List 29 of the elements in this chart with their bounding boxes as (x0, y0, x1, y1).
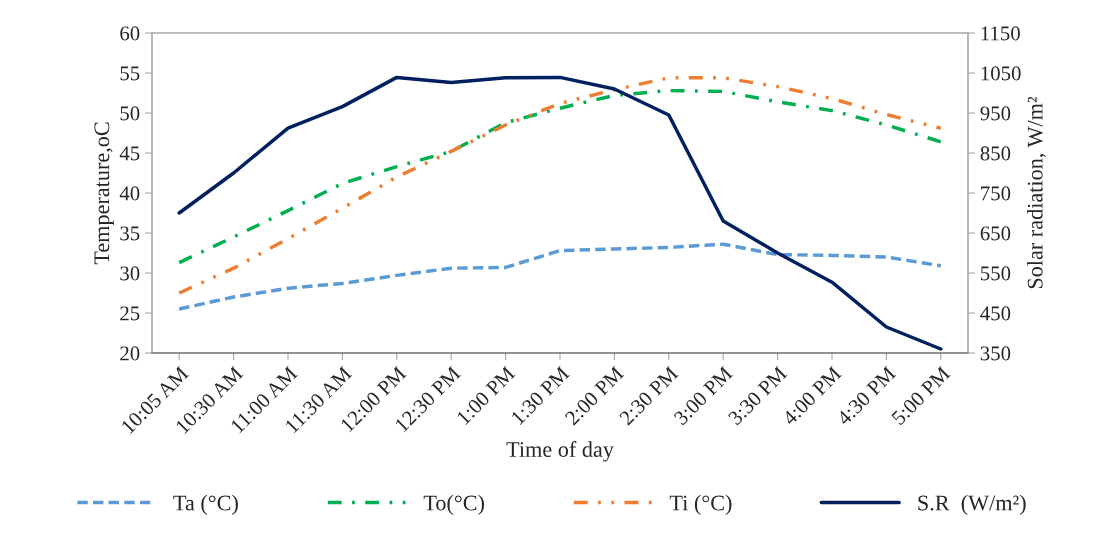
y-tick-label: 55 (120, 66, 140, 81)
y-axis-title: Temperature,oC (94, 122, 114, 265)
x-axis-title: Time of day (506, 441, 614, 462)
y2-tick-label: 1150 (981, 26, 1020, 41)
y-tick-label: 30 (120, 266, 140, 281)
y-tick-label: 50 (120, 106, 140, 121)
y2-tick-label: 1050 (981, 66, 1021, 81)
line-series (177, 76, 943, 295)
y-tick-label: 25 (120, 306, 140, 321)
y-tick-label: 40 (119, 186, 140, 201)
y-tick-label: 20 (120, 346, 140, 361)
y2-tick-label: 950 (980, 106, 1011, 121)
y2-tick-label: 650 (980, 226, 1011, 241)
y2-axis-title: Solar radiation, W/m² (1027, 96, 1046, 289)
y2-tick-label: 850 (980, 146, 1011, 161)
y2-tick-label: 750 (981, 186, 1011, 201)
legend-label: Ti (°C) (669, 494, 732, 515)
legend-label: To(°C) (423, 494, 484, 515)
y-tick-label: 35 (120, 226, 140, 241)
line-series (177, 88, 943, 265)
y2-tick-label: 350 (980, 346, 1011, 361)
legend-label: S.R (W/m²) (918, 494, 1026, 515)
line-series (177, 242, 943, 311)
y2-tick-label: 450 (980, 306, 1011, 321)
line-series (177, 75, 943, 351)
y-tick-label: 45 (119, 146, 140, 161)
y-tick-label: 60 (120, 26, 140, 41)
y2-tick-label: 550 (981, 266, 1011, 281)
legend-label: Ta (°C) (173, 494, 238, 515)
